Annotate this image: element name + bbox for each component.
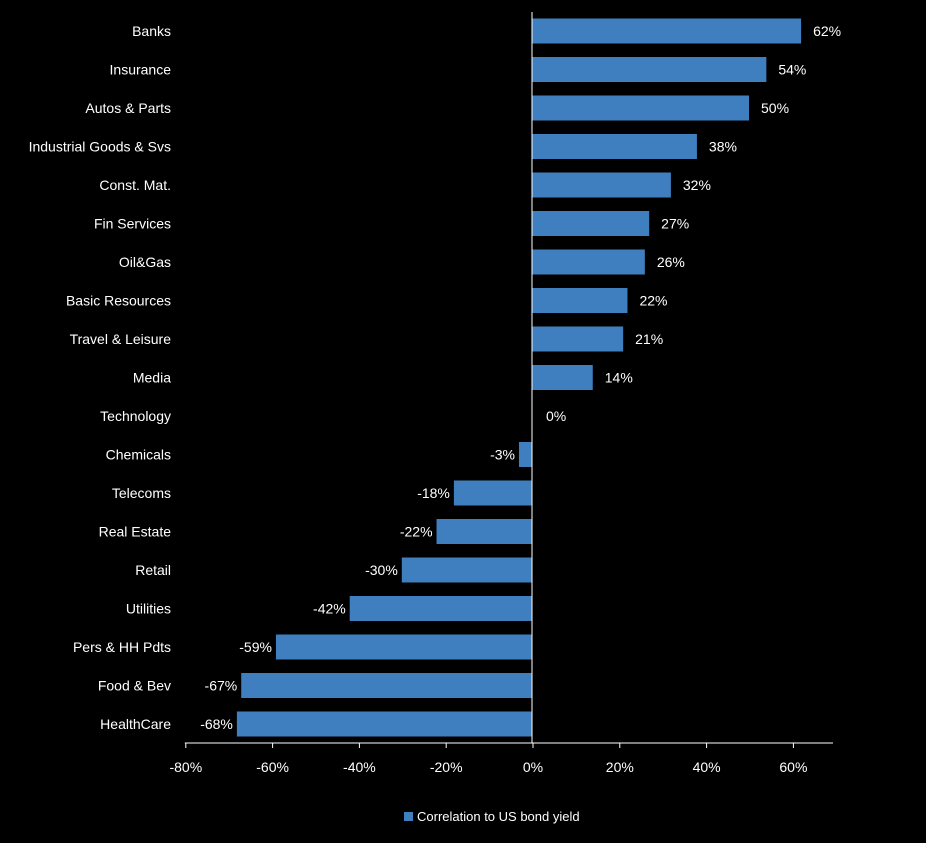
category-label: Const. Mat. [99, 177, 171, 193]
data-label: 26% [657, 254, 685, 270]
category-label: Technology [100, 408, 171, 424]
category-label: Fin Services [94, 216, 171, 232]
data-label: 50% [761, 100, 789, 116]
bars [236, 18, 802, 737]
data-label: -3% [490, 447, 515, 463]
category-label: Basic Resources [66, 293, 171, 309]
bar [532, 249, 645, 275]
legend-swatch [404, 812, 413, 821]
category-label: Chemicals [106, 447, 171, 463]
data-label: -22% [400, 524, 433, 540]
category-label: Banks [132, 23, 171, 39]
category-label: Media [133, 370, 171, 386]
legend: Correlation to US bond yield [404, 809, 580, 824]
data-label: 0% [546, 408, 566, 424]
x-tick-label: 20% [606, 759, 634, 775]
data-label: -42% [313, 601, 346, 617]
legend-entry: Correlation to US bond yield [417, 809, 580, 824]
x-tick-label: -40% [343, 759, 376, 775]
bar [532, 134, 697, 159]
value-labels: 62% 54% 50% 38% 32% 27% 26% 22% 21% 14% 0% -3% -18% -… [200, 23, 841, 732]
category-label: Retail [135, 562, 171, 578]
data-label: -30% [365, 562, 398, 578]
data-label: 27% [661, 216, 689, 232]
x-tick-label: -20% [430, 759, 463, 775]
category-label: Insurance [110, 62, 172, 78]
data-label: 62% [813, 23, 841, 39]
bar [236, 711, 532, 737]
data-label: -59% [239, 639, 272, 655]
category-label: Autos & Parts [85, 100, 171, 116]
category-label: Real Estate [99, 524, 172, 540]
x-tick-label: 60% [779, 759, 807, 775]
category-label: Telecoms [112, 485, 171, 501]
category-label: Oil&Gas [119, 254, 171, 270]
category-label: Industrial Goods & Svs [29, 139, 171, 155]
category-label: Utilities [126, 601, 171, 617]
data-label: 21% [635, 331, 663, 347]
x-axis-ticks: -80% -60% -40% -20% 0% 20% 40% 60% [169, 743, 807, 775]
bar [532, 95, 749, 121]
bar [518, 442, 532, 467]
x-tick-label: -60% [256, 759, 289, 775]
bar [401, 557, 532, 583]
bar [349, 596, 532, 621]
x-tick-label: -80% [169, 759, 202, 775]
bar [532, 57, 767, 82]
bar [275, 634, 532, 660]
data-label: 38% [709, 139, 737, 155]
data-label: 22% [639, 293, 667, 309]
category-label: HealthCare [100, 716, 171, 732]
category-labels: Banks Insurance Autos & Parts Industrial Go… [29, 23, 172, 732]
bar [532, 365, 593, 390]
category-label: Pers & HH Pdts [73, 639, 171, 655]
bar [532, 326, 624, 352]
bar [532, 288, 628, 313]
data-label: 54% [778, 62, 806, 78]
bar [532, 211, 650, 236]
data-label: 32% [683, 177, 711, 193]
bar [453, 480, 532, 506]
bar [532, 172, 671, 198]
bar [436, 519, 532, 544]
bar [532, 18, 802, 44]
category-label: Travel & Leisure [70, 331, 172, 347]
x-tick-label: 40% [693, 759, 721, 775]
data-label: -68% [200, 716, 233, 732]
data-label: 14% [605, 370, 633, 386]
data-label: -67% [205, 678, 238, 694]
data-label: -18% [417, 485, 450, 501]
bar [241, 673, 532, 698]
x-tick-label: 0% [523, 759, 543, 775]
category-label: Food & Bev [98, 678, 171, 694]
